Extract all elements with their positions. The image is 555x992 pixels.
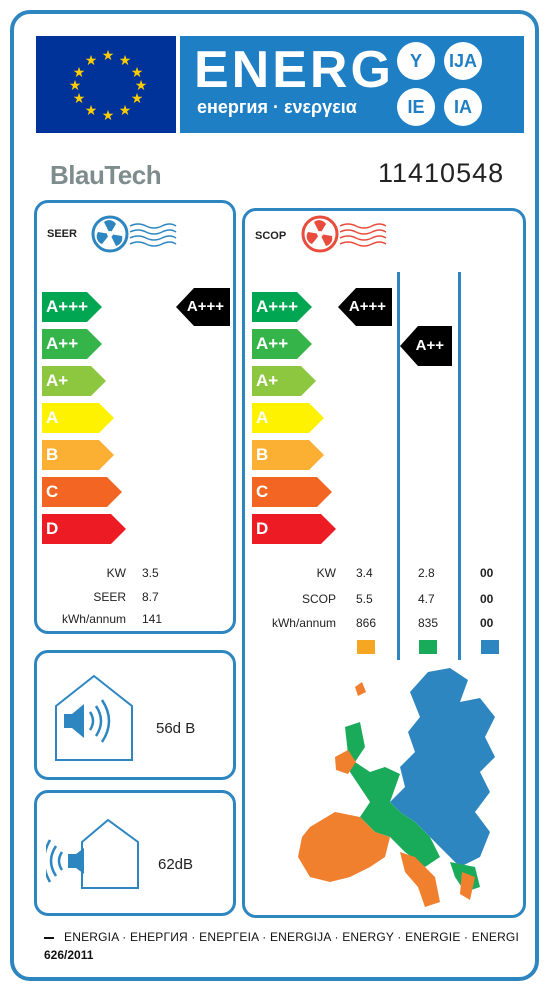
indoor-noise-value: 56d B xyxy=(156,720,196,737)
heating-kw-value-2: 2.8 xyxy=(418,566,435,580)
heating-kwh-label: kWh/annum xyxy=(271,616,336,630)
heating-scop-value-2: 4.7 xyxy=(418,592,435,606)
heating-fan-icon xyxy=(300,214,390,259)
footer-languages: ENERGIA · ЕНЕРГИЯ · ΕΝΕΡΓΕΙΑ · ENERGIJA … xyxy=(64,930,519,944)
scop-title: SCOP xyxy=(255,230,287,242)
heating-scale-bar-a: A xyxy=(252,403,324,433)
season-colder-swatch xyxy=(481,640,499,654)
cooling-class-indicator: A+++ xyxy=(176,288,230,326)
heating-class-indicator-warmer: A++ xyxy=(400,326,452,366)
heating-scale-bar-c: C xyxy=(252,477,332,507)
heating-kwh-value-3: 00 xyxy=(480,616,494,630)
cooling-kwh-value: 141 xyxy=(142,612,163,626)
heating-panel xyxy=(242,208,526,918)
heating-scop-label: SCOP xyxy=(301,592,336,606)
seer-title: SEER xyxy=(47,228,77,240)
heating-kwh-value-1: 866 xyxy=(356,616,377,630)
outdoor-sound-house-icon xyxy=(42,816,146,901)
heating-scale-bar-a3plus: A+++ xyxy=(252,292,312,322)
footer-dash xyxy=(44,937,54,939)
cooling-kw-value: 3.5 xyxy=(142,566,159,580)
scale-bar-a2plus: A++ xyxy=(42,329,102,359)
heating-scale-bar-d: D xyxy=(252,514,336,544)
scale-bar-a3plus: A+++ xyxy=(42,292,102,322)
heating-kw-label: KW xyxy=(316,566,336,580)
europe-climate-map xyxy=(290,662,510,917)
scale-bar-d: D xyxy=(42,514,126,544)
cooling-fan-icon xyxy=(90,214,180,259)
heating-kw-value-3: 00 xyxy=(480,566,494,580)
eu-flag: ★ ★ ★ ★ ★ ★ ★ ★ ★ ★ ★ ★ xyxy=(36,36,180,133)
season-divider-1 xyxy=(397,272,400,660)
regulation-number: 626/2011 xyxy=(44,948,94,962)
model-number: 11410548 xyxy=(378,158,505,188)
heating-kwh-value-2: 835 xyxy=(418,616,439,630)
brand-name: BlauTech xyxy=(50,160,162,190)
scale-bar-b: B xyxy=(42,440,114,470)
cooling-seer-value: 8.7 xyxy=(142,590,159,604)
indoor-noise-panel xyxy=(34,650,236,780)
scale-bar-a: A xyxy=(42,403,114,433)
heating-scop-value-1: 5.5 xyxy=(356,592,373,606)
cooling-kw-label: KW xyxy=(106,566,126,580)
scale-bar-c: C xyxy=(42,477,122,507)
cooling-kwh-label: kWh/annum xyxy=(61,612,126,626)
season-average-swatch xyxy=(357,640,375,654)
season-divider-2 xyxy=(458,272,461,660)
label-frame xyxy=(10,10,539,981)
heating-class-indicator-average: A+++ xyxy=(338,288,392,326)
lang-code-ia: IA xyxy=(444,88,482,126)
lang-code-y: Y xyxy=(397,42,435,80)
heating-scale-bar-aplus: A+ xyxy=(252,366,316,396)
scale-bar-aplus: A+ xyxy=(42,366,106,396)
lang-code-ija: IJA xyxy=(444,42,482,80)
lang-code-ie: IE xyxy=(397,88,435,126)
season-warmer-swatch xyxy=(419,640,437,654)
outdoor-noise-value: 62dB xyxy=(158,856,194,873)
heating-kw-value-1: 3.4 xyxy=(356,566,373,580)
cooling-seer-label: SEER xyxy=(93,590,126,604)
heating-scale-bar-b: B xyxy=(252,440,324,470)
cooling-panel xyxy=(34,200,236,634)
indoor-sound-house-icon xyxy=(52,672,136,769)
heating-scale-bar-a2plus: A++ xyxy=(252,329,312,359)
heating-scop-value-3: 00 xyxy=(480,592,494,606)
energy-title: ENERG xyxy=(194,41,394,99)
energy-subtitle: енергия · ενεργεια xyxy=(197,97,357,117)
outdoor-noise-panel xyxy=(34,790,236,916)
